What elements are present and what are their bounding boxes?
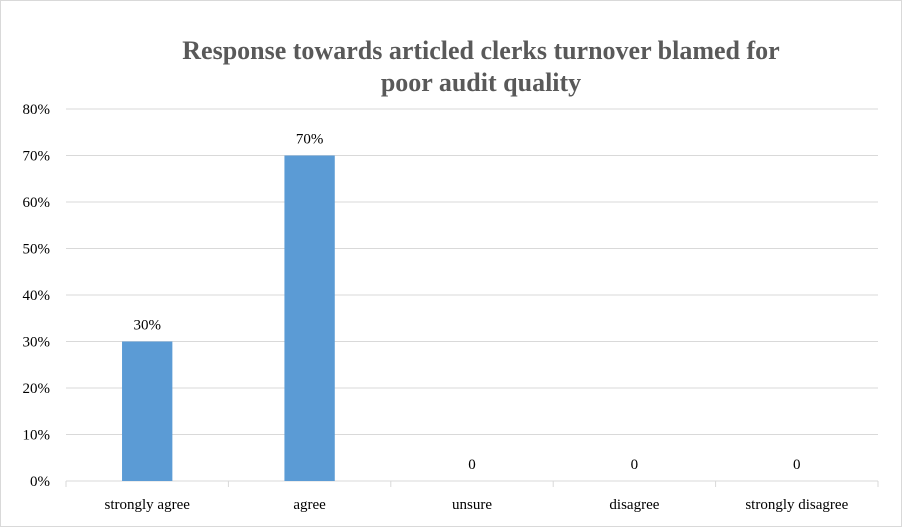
data-label: 70% <box>296 132 324 148</box>
bar <box>122 341 173 481</box>
chart-title: Response towards articled clerks turnove… <box>101 35 861 99</box>
y-tick-label: 60% <box>23 195 51 211</box>
data-label: 0 <box>793 457 801 473</box>
y-tick-label: 50% <box>23 242 51 258</box>
chart-title-line-2: poor audit quality <box>380 68 582 97</box>
x-category-label: disagree <box>609 497 659 513</box>
y-tick-label: 0% <box>30 474 50 490</box>
y-tick-label: 10% <box>23 428 51 444</box>
chart-title-line-1: Response towards articled clerks turnove… <box>182 36 780 65</box>
x-category-label: strongly agree <box>105 497 191 513</box>
x-category-label: unsure <box>452 497 492 513</box>
y-tick-label: 80% <box>23 102 51 118</box>
y-tick-label: 40% <box>23 288 51 304</box>
y-tick-label: 70% <box>23 149 51 165</box>
y-tick-label: 20% <box>23 381 51 397</box>
data-label: 0 <box>468 457 476 473</box>
data-label: 0 <box>631 457 639 473</box>
y-tick-label: 30% <box>23 335 51 351</box>
x-category-label: agree <box>293 497 326 513</box>
data-label: 30% <box>133 318 161 334</box>
bar <box>284 155 335 481</box>
x-category-label: strongly disagree <box>745 497 848 513</box>
